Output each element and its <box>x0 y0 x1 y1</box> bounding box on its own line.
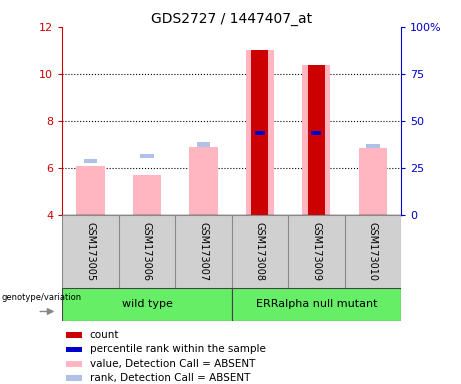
Text: ERRalpha null mutant: ERRalpha null mutant <box>255 299 377 310</box>
Text: rank, Detection Call = ABSENT: rank, Detection Call = ABSENT <box>89 373 250 383</box>
Bar <box>231 288 401 321</box>
Text: GSM173010: GSM173010 <box>368 222 378 281</box>
Bar <box>66 332 82 338</box>
Text: percentile rank within the sample: percentile rank within the sample <box>89 344 266 354</box>
Bar <box>255 131 265 135</box>
Text: value, Detection Call = ABSENT: value, Detection Call = ABSENT <box>89 359 255 369</box>
Text: GSM173005: GSM173005 <box>85 222 95 281</box>
Bar <box>84 159 97 163</box>
Bar <box>359 148 387 215</box>
Text: count: count <box>89 330 119 340</box>
Title: GDS2727 / 1447407_at: GDS2727 / 1447407_at <box>151 12 312 26</box>
Text: GSM173008: GSM173008 <box>255 222 265 281</box>
Bar <box>66 375 82 381</box>
Bar <box>66 346 82 353</box>
Bar <box>140 154 154 158</box>
Text: genotype/variation: genotype/variation <box>1 293 82 302</box>
Text: GSM173006: GSM173006 <box>142 222 152 281</box>
Bar <box>62 288 231 321</box>
Text: wild type: wild type <box>122 299 172 310</box>
Bar <box>302 65 331 215</box>
Bar <box>133 175 161 215</box>
Bar <box>253 131 266 135</box>
Bar <box>366 144 379 148</box>
Text: GSM173007: GSM173007 <box>198 222 208 281</box>
Text: GSM173009: GSM173009 <box>311 222 321 281</box>
Bar <box>66 361 82 367</box>
Bar <box>308 65 325 215</box>
Bar <box>77 166 105 215</box>
Bar <box>251 50 268 215</box>
Bar <box>189 147 218 215</box>
Bar <box>310 131 323 135</box>
Bar <box>311 131 321 135</box>
Bar <box>246 50 274 215</box>
Bar <box>197 142 210 147</box>
